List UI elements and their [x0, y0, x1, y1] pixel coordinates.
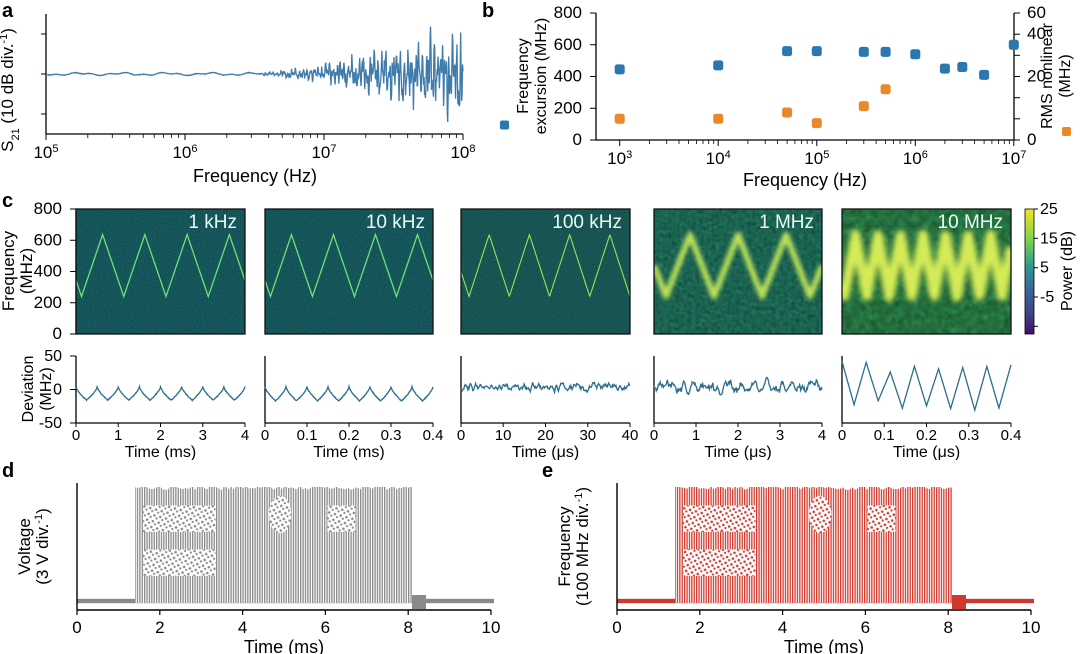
- svg-text:400: 400: [34, 262, 62, 281]
- svg-text:Time (ms): Time (ms): [244, 637, 324, 654]
- svg-text:0.2: 0.2: [916, 427, 937, 444]
- svg-text:0: 0: [650, 427, 658, 444]
- svg-text:(3 V div.-1): (3 V div.-1): [33, 508, 52, 585]
- svg-text:Frequency: Frequency: [515, 38, 532, 114]
- svg-text:2: 2: [695, 618, 704, 637]
- svg-text:4: 4: [241, 427, 249, 444]
- svg-text:0: 0: [838, 427, 846, 444]
- svg-text:Power (dB): Power (dB): [1059, 231, 1076, 311]
- svg-text:10: 10: [495, 427, 512, 444]
- svg-text:(MHz): (MHz): [1057, 54, 1074, 98]
- svg-text:3: 3: [776, 427, 784, 444]
- svg-text:105: 105: [804, 149, 829, 168]
- svg-text:3: 3: [199, 427, 207, 444]
- svg-text:RMS nonlinear: RMS nonlinear: [1039, 22, 1056, 129]
- svg-text:0.4: 0.4: [1001, 427, 1022, 444]
- svg-text:20: 20: [537, 427, 554, 444]
- svg-text:excursion (MHz): excursion (MHz): [533, 18, 550, 134]
- svg-text:30: 30: [579, 427, 596, 444]
- svg-text:50: 50: [44, 348, 62, 365]
- svg-text:25: 25: [1040, 201, 1058, 218]
- svg-text:0: 0: [72, 618, 81, 637]
- svg-text:0.3: 0.3: [958, 427, 979, 444]
- svg-text:200: 200: [34, 293, 62, 312]
- svg-text:106: 106: [903, 149, 928, 168]
- svg-text:0.1: 0.1: [297, 427, 318, 444]
- svg-text:(MHz): (MHz): [38, 367, 55, 411]
- svg-text:103: 103: [607, 149, 632, 168]
- svg-text:0: 0: [261, 427, 269, 444]
- svg-text:4: 4: [778, 618, 787, 637]
- svg-text:200: 200: [554, 98, 582, 117]
- svg-text:800: 800: [34, 199, 62, 218]
- svg-text:Time (ms): Time (ms): [784, 637, 864, 654]
- svg-text:6: 6: [861, 618, 870, 637]
- svg-text:40: 40: [622, 427, 639, 444]
- svg-text:0: 0: [1027, 130, 1036, 149]
- svg-text:4: 4: [238, 618, 247, 637]
- svg-text:-50: -50: [39, 415, 62, 432]
- svg-text:107: 107: [1001, 149, 1026, 168]
- svg-text:0: 0: [72, 427, 80, 444]
- svg-text:6: 6: [321, 618, 330, 637]
- svg-text:10: 10: [482, 618, 501, 637]
- svg-text:(100 MHz div.-1): (100 MHz div.-1): [573, 487, 592, 606]
- svg-text:0.3: 0.3: [381, 427, 402, 444]
- svg-text:4: 4: [818, 427, 826, 444]
- svg-text:0.4: 0.4: [423, 427, 444, 444]
- svg-text:600: 600: [554, 35, 582, 54]
- svg-text:800: 800: [554, 3, 582, 22]
- svg-text:10 MHz: 10 MHz: [938, 212, 1003, 233]
- svg-text:2: 2: [155, 618, 164, 637]
- svg-text:Time (ms): Time (ms): [125, 444, 196, 460]
- svg-text:0: 0: [457, 427, 465, 444]
- svg-text:5: 5: [1040, 260, 1049, 277]
- svg-text:400: 400: [554, 67, 582, 86]
- svg-text:60: 60: [1027, 3, 1046, 22]
- svg-text:100 kHz: 100 kHz: [552, 212, 622, 233]
- svg-text:8: 8: [943, 618, 952, 637]
- svg-text:Voltage: Voltage: [15, 518, 34, 575]
- svg-text:8: 8: [403, 618, 412, 637]
- svg-text:0.1: 0.1: [874, 427, 895, 444]
- svg-text:10 kHz: 10 kHz: [366, 212, 425, 233]
- svg-text:Time (ms): Time (ms): [313, 444, 384, 460]
- svg-text:-5: -5: [1040, 289, 1054, 306]
- svg-text:10: 10: [1022, 618, 1041, 637]
- svg-text:Time (μs): Time (μs): [704, 444, 771, 460]
- svg-text:1: 1: [692, 427, 700, 444]
- svg-text:0: 0: [53, 324, 62, 343]
- svg-text:2: 2: [734, 427, 742, 444]
- svg-text:Frequency (Hz): Frequency (Hz): [743, 170, 867, 190]
- svg-text:Frequency: Frequency: [555, 506, 574, 587]
- svg-text:0.2: 0.2: [339, 427, 360, 444]
- svg-text:Frequency: Frequency: [0, 230, 18, 311]
- svg-text:1 kHz: 1 kHz: [188, 212, 237, 233]
- svg-text:(MHz): (MHz): [17, 248, 36, 294]
- svg-text:1 MHz: 1 MHz: [759, 212, 814, 233]
- svg-text:Deviation: Deviation: [20, 356, 37, 423]
- svg-text:104: 104: [706, 149, 731, 168]
- svg-text:15: 15: [1040, 230, 1058, 247]
- svg-text:600: 600: [34, 230, 62, 249]
- svg-text:0: 0: [612, 618, 621, 637]
- svg-text:1: 1: [114, 427, 122, 444]
- svg-text:Time (μs): Time (μs): [893, 444, 960, 460]
- svg-text:0: 0: [573, 130, 582, 149]
- svg-text:Time (μs): Time (μs): [512, 444, 579, 460]
- svg-text:2: 2: [156, 427, 164, 444]
